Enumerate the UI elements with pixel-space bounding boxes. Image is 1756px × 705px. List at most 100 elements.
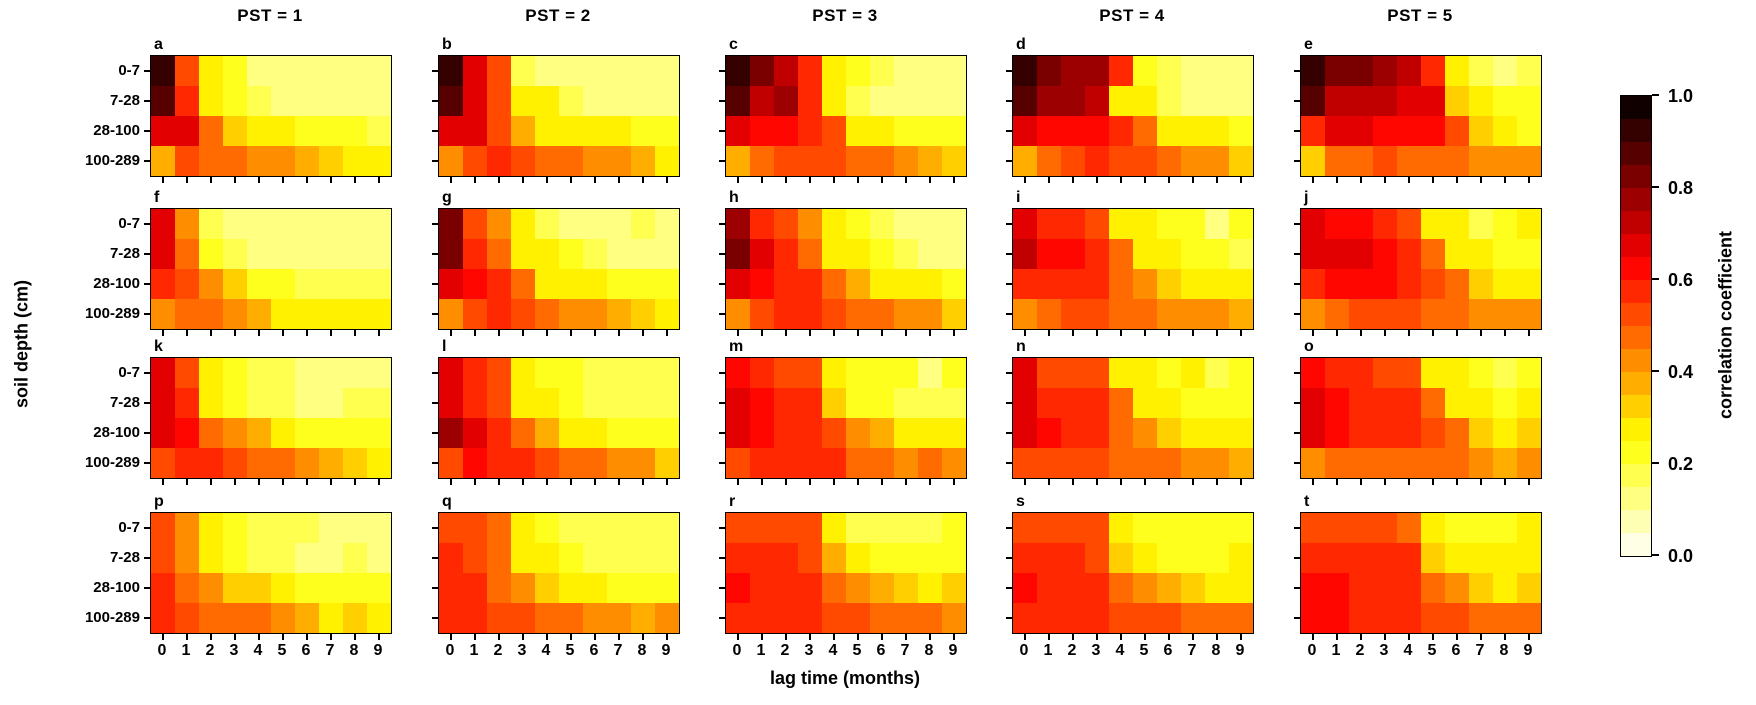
heatmap-cell [1037, 56, 1061, 86]
heatmap-cell [1373, 448, 1397, 478]
heatmap-cell [1325, 269, 1349, 299]
y-axis-tick [144, 587, 150, 589]
heatmap-cell [1229, 603, 1253, 633]
heatmap-cell [559, 603, 583, 633]
heatmap-cell [846, 299, 870, 329]
heatmap-cell [1469, 269, 1493, 299]
y-axis-tick [1294, 160, 1300, 162]
heatmap-cell [319, 56, 343, 86]
heatmap-cell [511, 543, 535, 573]
heatmap-cell [822, 299, 846, 329]
heatmap-cell [870, 358, 894, 388]
x-axis-tick [1240, 479, 1242, 485]
heatmap-cell [1397, 56, 1421, 86]
x-axis-tick [1504, 177, 1506, 183]
x-axis-tick [1480, 330, 1482, 336]
heatmap-cell [631, 299, 655, 329]
x-tick-label: 5 [277, 642, 287, 659]
x-axis-tick [282, 634, 284, 640]
heatmap-cell [631, 86, 655, 116]
heatmap-cell [247, 448, 271, 478]
heatmap-cell [1229, 116, 1253, 146]
heatmap-cell [583, 358, 607, 388]
heatmap-cell [1493, 56, 1517, 86]
x-tick-label: 2 [1067, 642, 1077, 659]
heatmap-cell [846, 543, 870, 573]
heatmap-cell [1157, 56, 1181, 86]
heatmap-cell [583, 388, 607, 418]
x-axis-tick [498, 177, 500, 183]
heatmap-cell [319, 269, 343, 299]
heatmap-cell [1517, 358, 1541, 388]
x-axis-tick [354, 177, 356, 183]
heatmap-cell [1349, 543, 1373, 573]
heatmap-cell [1133, 299, 1157, 329]
heatmap-cell [1229, 86, 1253, 116]
heatmap-cell [918, 269, 942, 299]
y-tick-label: 100-289 [84, 152, 140, 169]
heatmap-cell [607, 448, 631, 478]
heatmap-cell [942, 116, 966, 146]
heatmap-cell [942, 448, 966, 478]
y-axis-tick [1006, 527, 1012, 529]
heatmap-cell [726, 388, 750, 418]
heatmap-cell [1325, 56, 1349, 86]
x-tick-label: 4 [1115, 642, 1125, 659]
heatmap-cell [1373, 418, 1397, 448]
heatmap-cell [1109, 543, 1133, 573]
x-axis-tick [761, 634, 763, 640]
colorbar-tick [1652, 278, 1659, 280]
heatmap-cell [175, 388, 199, 418]
y-axis-tick [1294, 557, 1300, 559]
y-axis-tick [1006, 100, 1012, 102]
heatmap-cell [942, 513, 966, 543]
y-tick-label: 100-289 [84, 305, 140, 322]
colorbar-tick-label: 0.0 [1668, 546, 1694, 566]
heatmap-cell [1229, 573, 1253, 603]
x-axis-tick [833, 177, 835, 183]
heatmap-cell [1397, 239, 1421, 269]
heatmap-cell [798, 56, 822, 86]
heatmap-cell [1157, 513, 1181, 543]
heatmap-cell [1133, 269, 1157, 299]
heatmap-cell [846, 86, 870, 116]
heatmap-cell [918, 448, 942, 478]
x-tick-label: 6 [876, 642, 886, 659]
x-tick-label: 4 [253, 642, 263, 659]
y-axis-tick [1006, 253, 1012, 255]
x-axis-tick [546, 634, 548, 640]
heatmap-cell [1301, 513, 1325, 543]
colorbar-step [1621, 234, 1651, 257]
heatmap-cell [199, 603, 223, 633]
heatmap-cell [942, 543, 966, 573]
heatmap-cell [750, 573, 774, 603]
colorbar-step [1621, 441, 1651, 464]
heatmap-cell [223, 418, 247, 448]
heatmap-cell [1181, 146, 1205, 176]
heatmap-cell [487, 116, 511, 146]
heatmap-cell [271, 418, 295, 448]
panel-letter-d: d [1016, 36, 1026, 53]
heatmap-cell [1469, 513, 1493, 543]
heatmap-cell [894, 543, 918, 573]
heatmap-cell [1469, 146, 1493, 176]
y-axis-tick [144, 313, 150, 315]
heatmap-cell [870, 116, 894, 146]
heatmap-cell [247, 543, 271, 573]
x-axis-tick [186, 634, 188, 640]
y-axis-tick [719, 527, 725, 529]
heatmap-cell [439, 388, 463, 418]
heatmap-cell [607, 269, 631, 299]
heatmap-cell [1421, 86, 1445, 116]
heatmap-cells [151, 56, 391, 176]
heatmap-cells [1301, 56, 1541, 176]
heatmap-panel-p: p [144, 494, 392, 640]
heatmap-cell [1349, 573, 1373, 603]
heatmap-cell [559, 299, 583, 329]
heatmap-cell [1469, 209, 1493, 239]
heatmap-panel-t: t [1294, 494, 1542, 640]
heatmap-cell [774, 269, 798, 299]
heatmap-cell [846, 56, 870, 86]
heatmap-cells [1301, 513, 1541, 633]
heatmap-cell [487, 603, 511, 633]
